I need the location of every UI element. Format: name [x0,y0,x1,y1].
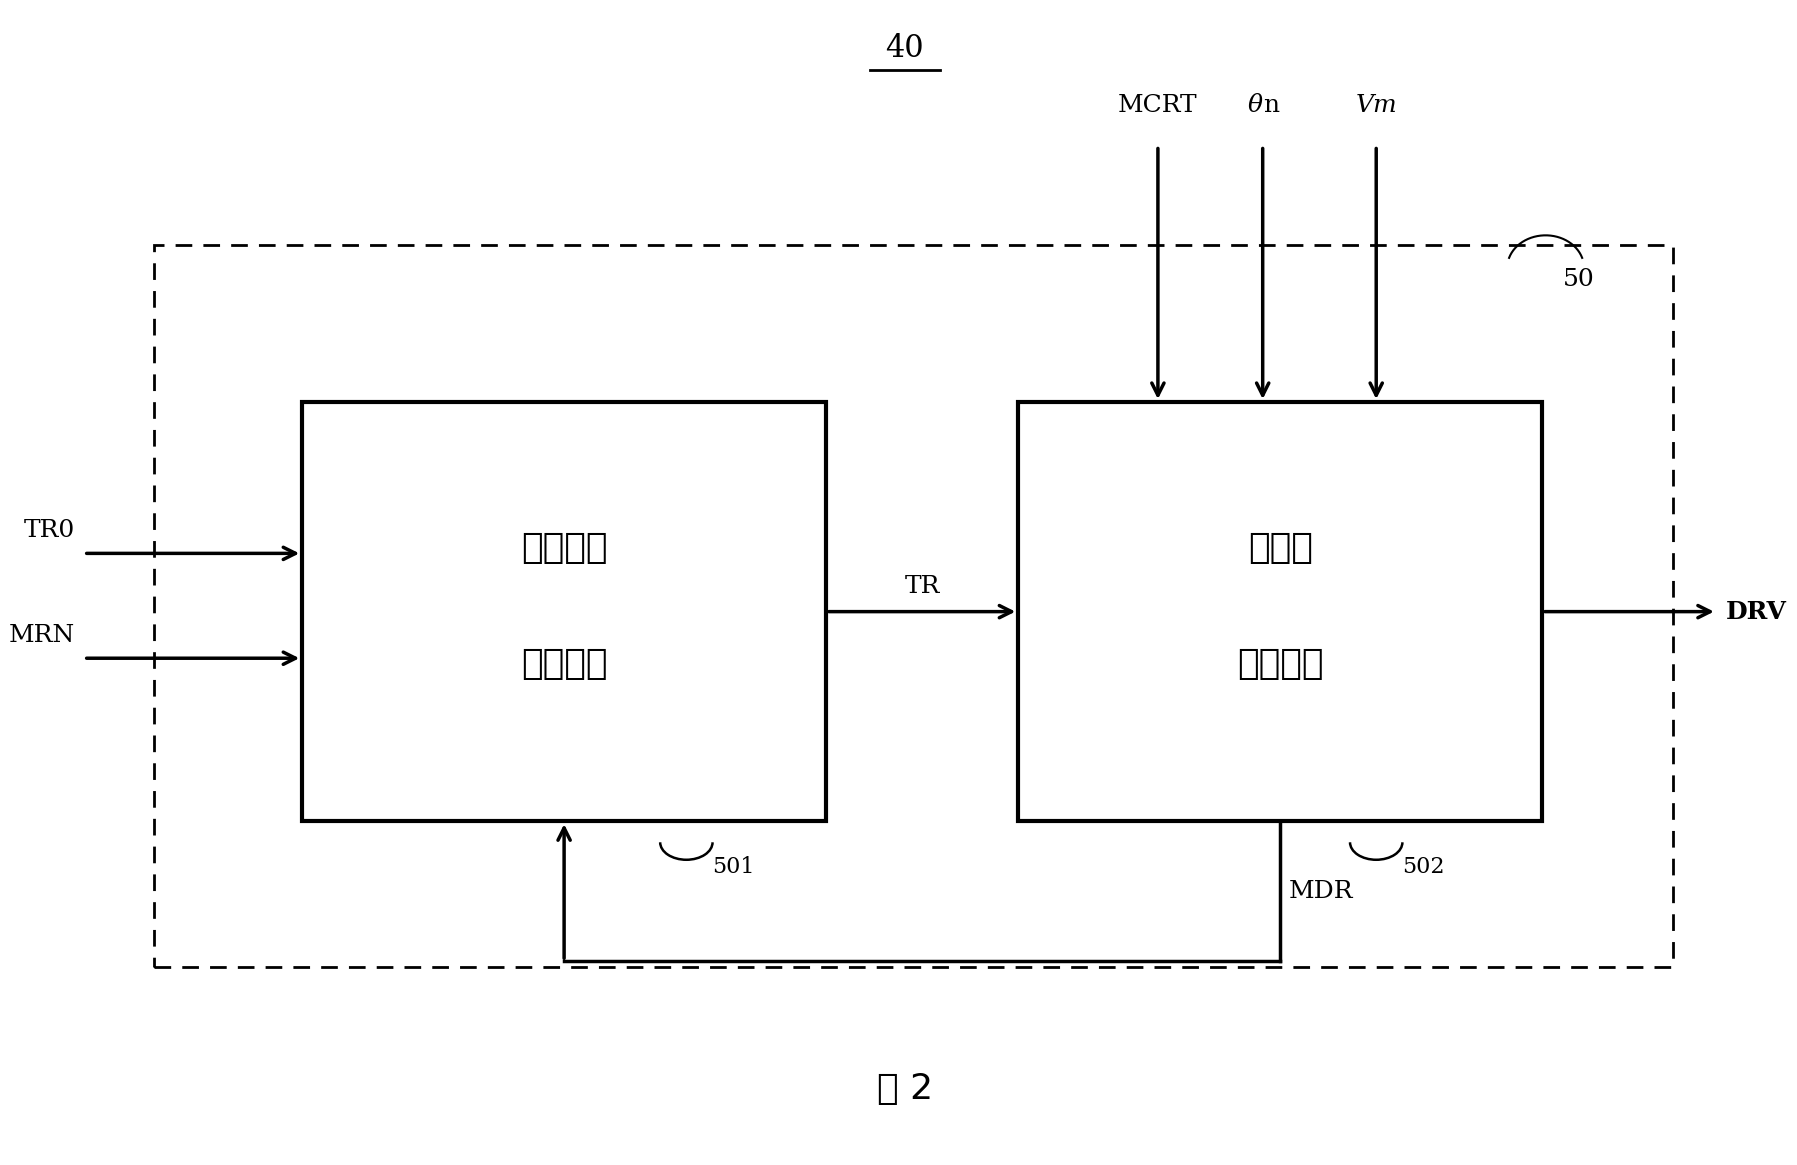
Text: MRN: MRN [9,623,75,647]
Text: 图 2: 图 2 [877,1072,933,1107]
Text: 502: 502 [1402,856,1445,878]
Text: θ: θ [1247,93,1263,116]
Text: MDR: MDR [1288,880,1353,903]
Text: TR0: TR0 [23,518,75,542]
Text: 40: 40 [886,33,924,64]
Text: Vm: Vm [1355,93,1396,116]
Text: TR: TR [904,574,940,598]
Text: MCRT: MCRT [1118,93,1199,116]
Bar [155,245,1673,967]
Bar [1019,402,1542,821]
Text: DRV: DRV [1725,600,1786,623]
Text: 50: 50 [1563,268,1596,291]
Text: 501: 501 [713,856,755,878]
Text: 振动减小: 振动减小 [521,530,607,565]
Text: 控制装置: 控制装置 [521,647,607,682]
Text: n: n [1263,93,1279,116]
Bar [302,402,827,821]
Text: 控制装置: 控制装置 [1236,647,1323,682]
Text: 逆变器: 逆变器 [1247,530,1312,565]
